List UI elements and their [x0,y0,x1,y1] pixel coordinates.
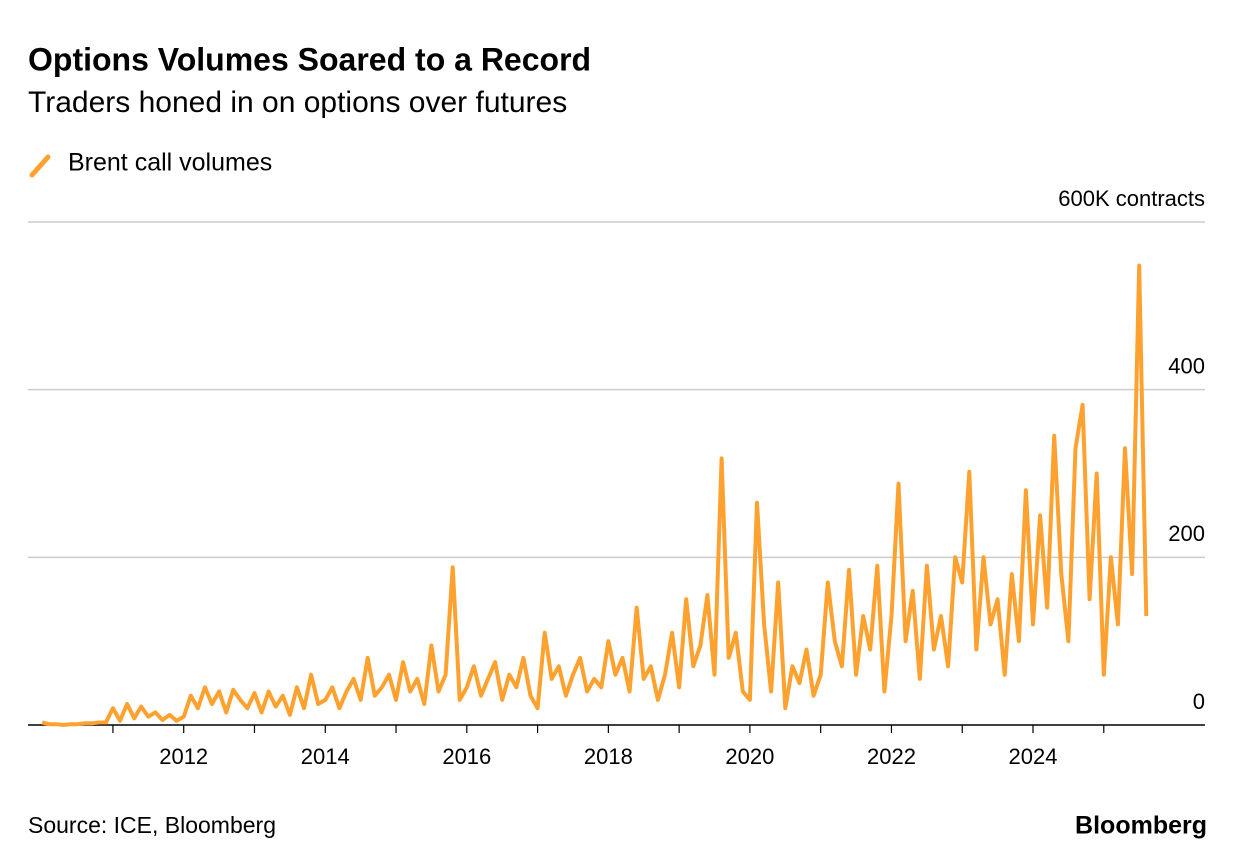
x-tick-label: 2022 [867,744,916,769]
x-tick-label: 2012 [159,744,208,769]
legend-swatch [29,154,51,178]
x-tick-label: 2024 [1009,744,1058,769]
x-tick-label: 2020 [725,744,774,769]
legend-label: Brent call volumes [68,149,272,177]
source: Source: ICE, Bloomberg [28,812,276,838]
y-tick-label: 0 [1193,689,1205,714]
brand: Bloomberg [1075,812,1207,840]
x-tick-label: 2016 [442,744,491,769]
y-tick-label: 600K contracts [1058,186,1205,211]
x-tick-label: 2014 [301,744,350,769]
chart-subtitle: Traders honed in on options over futures [28,86,567,119]
y-tick-label: 200 [1168,521,1205,546]
x-tick-label: 2018 [584,744,633,769]
series-line [41,263,1149,727]
y-tick-label: 400 [1168,353,1205,378]
chart-title: Options Volumes Soared to a Record [28,41,591,77]
